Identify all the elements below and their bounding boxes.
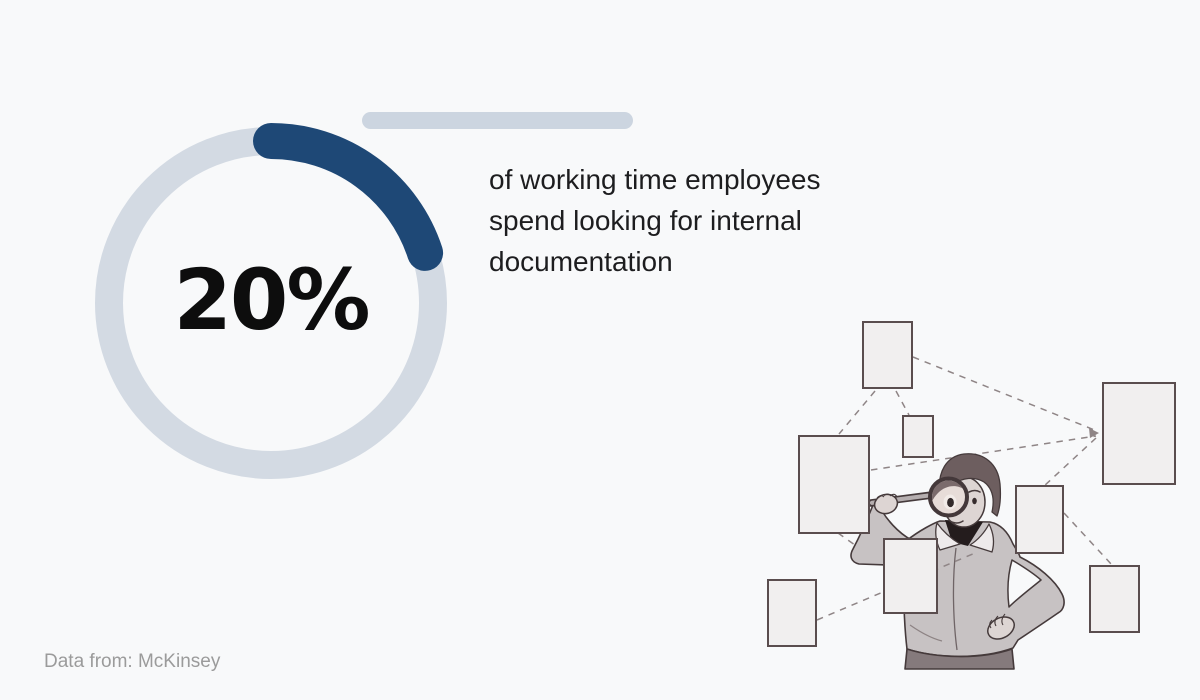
magnified-pupil [947, 497, 954, 508]
magnifier-rim [928, 476, 969, 518]
connector-line [816, 552, 976, 621]
neck-shadow [945, 520, 983, 546]
jacket-seam [952, 547, 958, 651]
document-card [1015, 485, 1064, 554]
person-with-magnifier [850, 453, 1065, 670]
donut-chart [95, 123, 447, 479]
connector-arrowhead [1089, 428, 1099, 438]
jacket-crease [909, 624, 943, 642]
document-card [1089, 565, 1140, 633]
person-eye [972, 497, 977, 505]
person-pants [904, 648, 1015, 670]
document-card [767, 579, 817, 647]
connector-line [1042, 437, 1097, 488]
document-card [1102, 382, 1176, 485]
document-card [902, 415, 934, 458]
magnifying-glass-icon [928, 476, 969, 518]
connector-line [912, 356, 1098, 432]
document-cards [767, 321, 1176, 647]
data-source-label: Data from: McKinsey [44, 651, 221, 672]
hand-finger-lines [876, 493, 898, 499]
connector-line [1063, 512, 1113, 566]
accent-bar [362, 112, 633, 129]
person-mouth [949, 520, 964, 524]
person-hand-grip [873, 493, 899, 515]
person-eyebrow [968, 489, 981, 493]
collar-right [969, 523, 995, 553]
stat-value: 20% [173, 251, 370, 350]
hip-finger-lines [989, 613, 1006, 629]
document-card [883, 538, 938, 614]
connector-line [870, 435, 1097, 471]
donut-value-arc [253, 123, 444, 271]
collar-left [935, 522, 961, 551]
connector-line [895, 390, 910, 416]
stat-description: of working time employees spend looking … [489, 164, 821, 277]
document-card [862, 321, 913, 389]
document-search-illustration [767, 321, 1176, 670]
akimbo-gap [1007, 559, 1042, 608]
document-card [798, 435, 870, 534]
connector-line [838, 390, 876, 435]
